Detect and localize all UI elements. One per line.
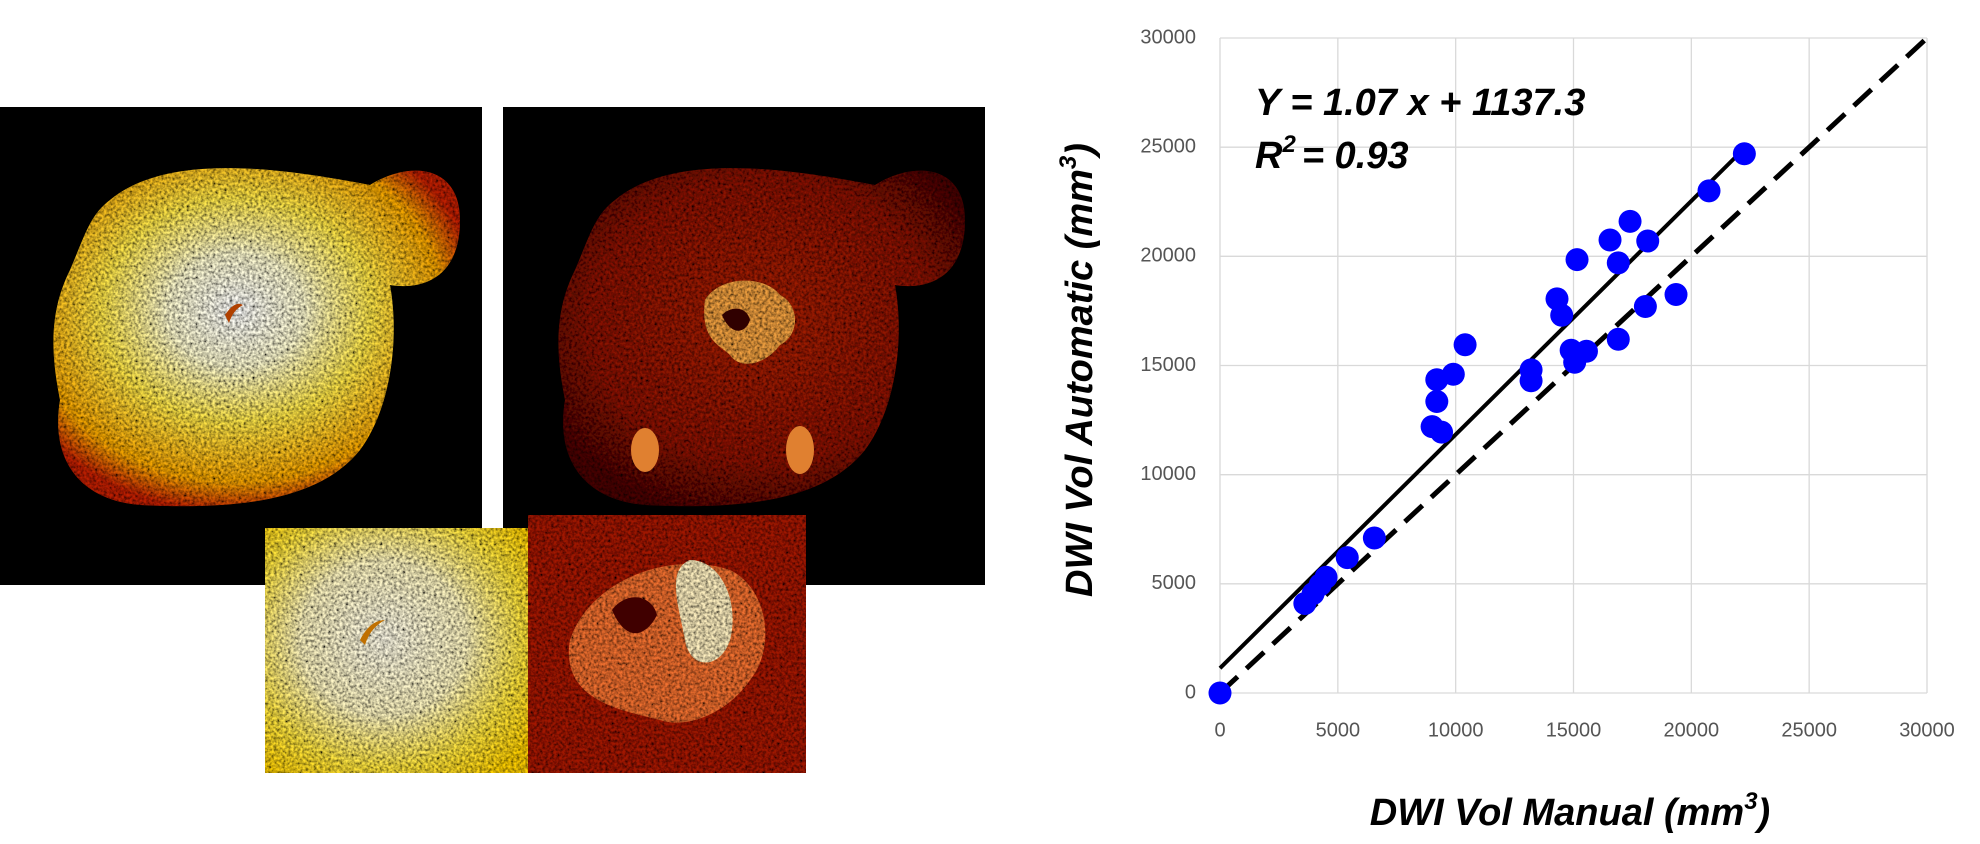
y-tick-label: 25000 [1140, 135, 1196, 157]
data-point [1430, 420, 1454, 444]
data-point [1606, 251, 1630, 275]
data-point [1441, 362, 1465, 386]
data-point [1425, 390, 1449, 414]
x-title-end: ) [1754, 792, 1771, 834]
data-point [1618, 209, 1642, 233]
mri-inset-b0 [265, 528, 528, 773]
x-tick-label: 20000 [1664, 719, 1720, 741]
r-symbol: R [1255, 135, 1283, 177]
x-tick-label: 10000 [1428, 719, 1484, 741]
data-point [1565, 248, 1589, 272]
data-point [1606, 327, 1630, 351]
scatter-chart: 0 5000 10000 15000 20000 25000 30000 0 5000 10000… [1055, 26, 1955, 834]
y-axis-title: DWI Vol Automatic (mm3) [1055, 143, 1101, 597]
data-point [1550, 303, 1574, 327]
x-title-text: DWI Vol Manual (mm [1370, 792, 1744, 834]
data-point [1453, 333, 1477, 357]
y-tick-label: 5000 [1152, 572, 1197, 594]
x-axis-title: DWI Vol Manual (mm3) [1370, 788, 1770, 834]
r-squared: R2 = 0.93 [1255, 131, 1409, 177]
data-point [1519, 369, 1543, 393]
y-title-text: DWI Vol Automatic (mm [1059, 169, 1101, 597]
r-value: = 0.93 [1302, 135, 1409, 177]
data-point [1732, 142, 1756, 166]
mri-panel-b0 [0, 107, 482, 585]
data-point [1314, 565, 1338, 589]
y-tick-label: 15000 [1140, 354, 1196, 376]
y-tick-label: 30000 [1140, 26, 1196, 48]
fit-line [1218, 146, 1746, 670]
y-tick-label: 20000 [1140, 245, 1196, 267]
data-point [1664, 283, 1688, 307]
data-point [1598, 228, 1622, 252]
data-point [1636, 229, 1660, 253]
y-tick-label: 0 [1185, 681, 1196, 703]
y-tick-label: 10000 [1140, 463, 1196, 485]
x-tick-label: 25000 [1781, 719, 1837, 741]
mri-inset-adc [528, 515, 806, 773]
equation: Y = 1.07 x + 1137.3 [1255, 82, 1585, 124]
mri-panel-adc [503, 107, 985, 585]
data-point [1633, 295, 1657, 319]
data-point [1208, 681, 1232, 705]
data-point [1574, 339, 1598, 363]
x-tick-label: 15000 [1546, 719, 1602, 741]
data-point [1335, 546, 1359, 570]
x-title-sup: 3 [1744, 788, 1758, 815]
y-title-end: ) [1059, 143, 1101, 160]
x-tick-label: 5000 [1316, 719, 1361, 741]
r-sup: 2 [1281, 131, 1296, 158]
y-title-sup: 3 [1055, 155, 1082, 169]
data-point [1362, 526, 1386, 550]
x-tick-label: 30000 [1899, 719, 1955, 741]
data-point [1697, 179, 1721, 203]
x-tick-label: 0 [1214, 719, 1225, 741]
